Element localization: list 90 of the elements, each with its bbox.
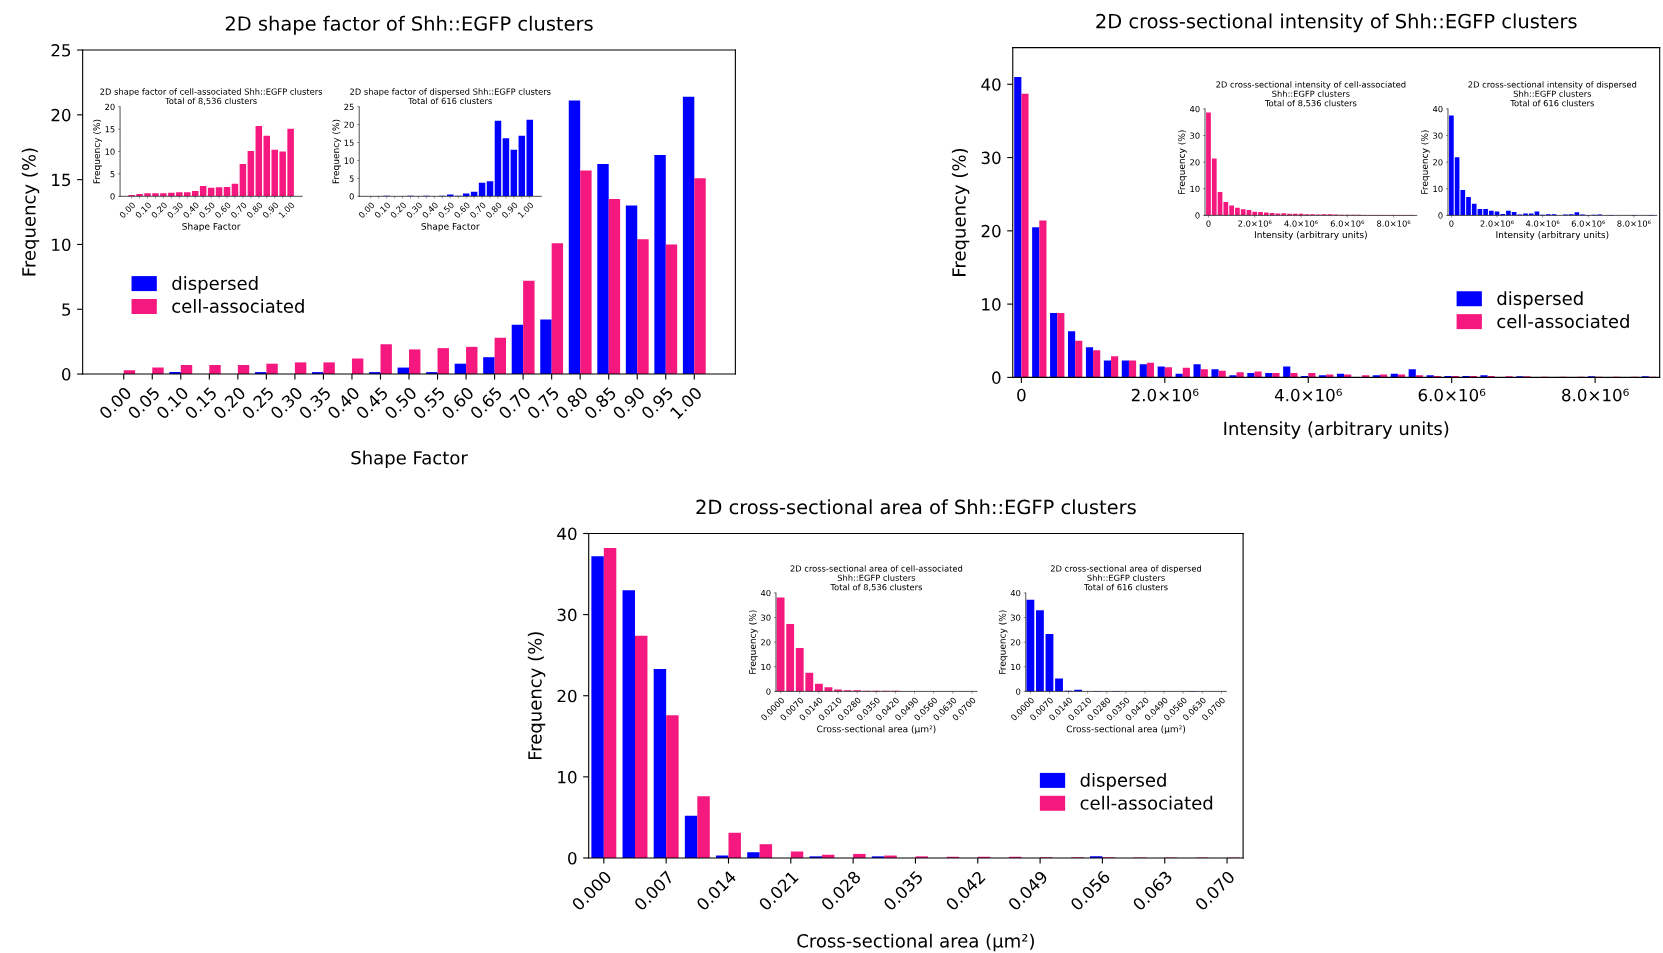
x-tick-label: 4.0×10⁶	[1274, 388, 1342, 402]
y-axis-title: Frequency (%)	[998, 610, 1008, 674]
y-tick-label: 0	[110, 193, 115, 200]
y-tick-label: 10	[761, 663, 771, 671]
x-tick-label: 0	[1449, 220, 1454, 227]
y-tick-label: 20	[51, 108, 71, 122]
y-tick-label: 30	[1010, 614, 1021, 621]
y-tick-label: 40	[1432, 105, 1443, 113]
chart-title: 2D cross-sectional area of cell-associated Shh::EGFP clusters Total of 8,536 clusters	[790, 565, 963, 592]
y-axis-title: Frequency (%)	[527, 632, 546, 760]
x-tick-label: 2.0×10⁶	[1480, 220, 1514, 227]
y-tick-label: 0	[62, 368, 71, 381]
chart-title: 2D cross-sectional area of Shh::EGFP clusters	[696, 499, 1136, 515]
y-tick-label: 30	[1190, 132, 1200, 139]
y-tick-label: 30	[981, 151, 1001, 165]
y-tick-label: 40	[760, 589, 771, 597]
x-axis-title: Cross-sectional area (μm²)	[797, 933, 1034, 952]
x-tick-label: 8.0×10⁶	[1617, 220, 1651, 227]
y-tick-label: 0	[568, 851, 577, 865]
y-tick-label: 20	[981, 224, 1001, 238]
x-axis-title: Intensity (arbitrary units)	[1254, 231, 1367, 240]
y-tick-label: 20	[1433, 159, 1443, 166]
x-axis-title: Cross-sectional area (μm²)	[817, 725, 936, 735]
chart-title: 2D shape factor of Shh::EGFP clusters	[225, 15, 593, 35]
legend-label: dispersed	[1497, 291, 1583, 309]
x-axis-title: Intensity (arbitrary units)	[1496, 231, 1609, 240]
y-tick-label: 15	[105, 126, 115, 133]
y-tick-label: 10	[1011, 663, 1021, 671]
y-tick-label: 5	[349, 175, 354, 182]
x-tick-label: 6.0×10⁶	[1330, 220, 1365, 227]
y-axis-title: Frequency (%)	[748, 610, 758, 674]
y-tick-label: 30	[1433, 132, 1443, 139]
y-tick-label: 0	[766, 688, 771, 695]
x-tick-label: 4.0×10⁶	[1284, 220, 1318, 227]
y-tick-label: 10	[982, 298, 1001, 311]
y-tick-label: 20	[1010, 639, 1021, 646]
y-tick-label: 40	[557, 527, 577, 541]
x-tick-label: 2.0×10⁶	[1131, 388, 1199, 402]
x-tick-label: 6.0×10⁶	[1418, 388, 1486, 402]
x-tick-label: 4.0×10⁶	[1525, 220, 1560, 227]
chart-title: 2D cross-sectional intensity of dispersed Shh::EGFP clusters Total of 616 clusters	[1468, 81, 1637, 107]
y-tick-label: 40	[981, 78, 1001, 91]
y-tick-label: 20	[344, 121, 354, 128]
y-axis-title: Frequency (%)	[951, 148, 970, 276]
x-tick-label: 2.0×10⁶	[1238, 220, 1272, 227]
y-axis-title: Frequency (%)	[1178, 130, 1187, 194]
chart-title: 2D cross-sectional area of dispersed Shh::EGFP clusters Total of 616 clusters	[1050, 565, 1202, 591]
x-axis-title: Shape Factor	[182, 222, 241, 232]
y-tick-label: 0	[992, 371, 1001, 384]
y-axis-title: Frequency (%)	[93, 119, 102, 184]
legend-label: dispersed	[1080, 772, 1166, 791]
x-axis-title: Shape Factor	[421, 222, 480, 232]
x-axis-title: Shape Factor	[351, 450, 468, 469]
legend-label: cell-associated	[1080, 795, 1213, 810]
y-tick-label: 25	[344, 103, 354, 111]
y-tick-label: 10	[1190, 185, 1200, 193]
y-tick-label: 20	[1190, 159, 1200, 166]
x-tick-label: 8.0×10⁶	[1562, 388, 1629, 402]
x-axis-title: Intensity (arbitrary units)	[1224, 421, 1449, 439]
y-tick-label: 10	[105, 148, 115, 155]
x-tick-label: 8.0×10⁶	[1377, 220, 1411, 227]
y-tick-label: 40	[1189, 105, 1200, 113]
chart-title: 2D cross-sectional intensity of Shh::EGFP clusters	[1096, 13, 1577, 33]
y-tick-label: 5	[62, 303, 71, 316]
x-tick-label: 0	[1206, 220, 1211, 227]
y-tick-label: 5	[110, 171, 115, 178]
legend-label: cell-associated	[172, 299, 304, 313]
y-tick-label: 20	[761, 639, 771, 646]
y-tick-label: 30	[557, 608, 577, 622]
x-tick-label: 6.0×10⁶	[1571, 220, 1606, 227]
y-tick-label: 10	[52, 238, 71, 252]
y-tick-label: 15	[52, 173, 71, 187]
y-tick-label: 20	[105, 103, 115, 111]
legend-label: dispersed	[172, 276, 258, 294]
y-tick-label: 10	[1433, 185, 1443, 193]
y-tick-label: 0	[1016, 688, 1021, 695]
y-tick-label: 30	[761, 614, 771, 621]
y-tick-label: 10	[558, 770, 577, 784]
y-axis-title: Frequency (%)	[21, 148, 40, 276]
y-tick-label: 40	[1010, 589, 1021, 597]
y-tick-label: 20	[557, 689, 577, 703]
legend-label: cell-associated	[1497, 314, 1629, 329]
y-axis-title: Frequency (%)	[1421, 130, 1430, 194]
y-tick-label: 0	[349, 193, 354, 200]
y-axis-title: Frequency (%)	[332, 119, 341, 184]
x-axis-title: Cross-sectional area (μm²)	[1066, 725, 1186, 735]
y-tick-label: 10	[344, 157, 354, 164]
y-tick-label: 15	[344, 139, 354, 146]
y-tick-label: 25	[51, 43, 71, 57]
chart-title: 2D cross-sectional intensity of cell-associated Shh::EGFP clusters Total of 8,536 clusters	[1216, 81, 1406, 108]
